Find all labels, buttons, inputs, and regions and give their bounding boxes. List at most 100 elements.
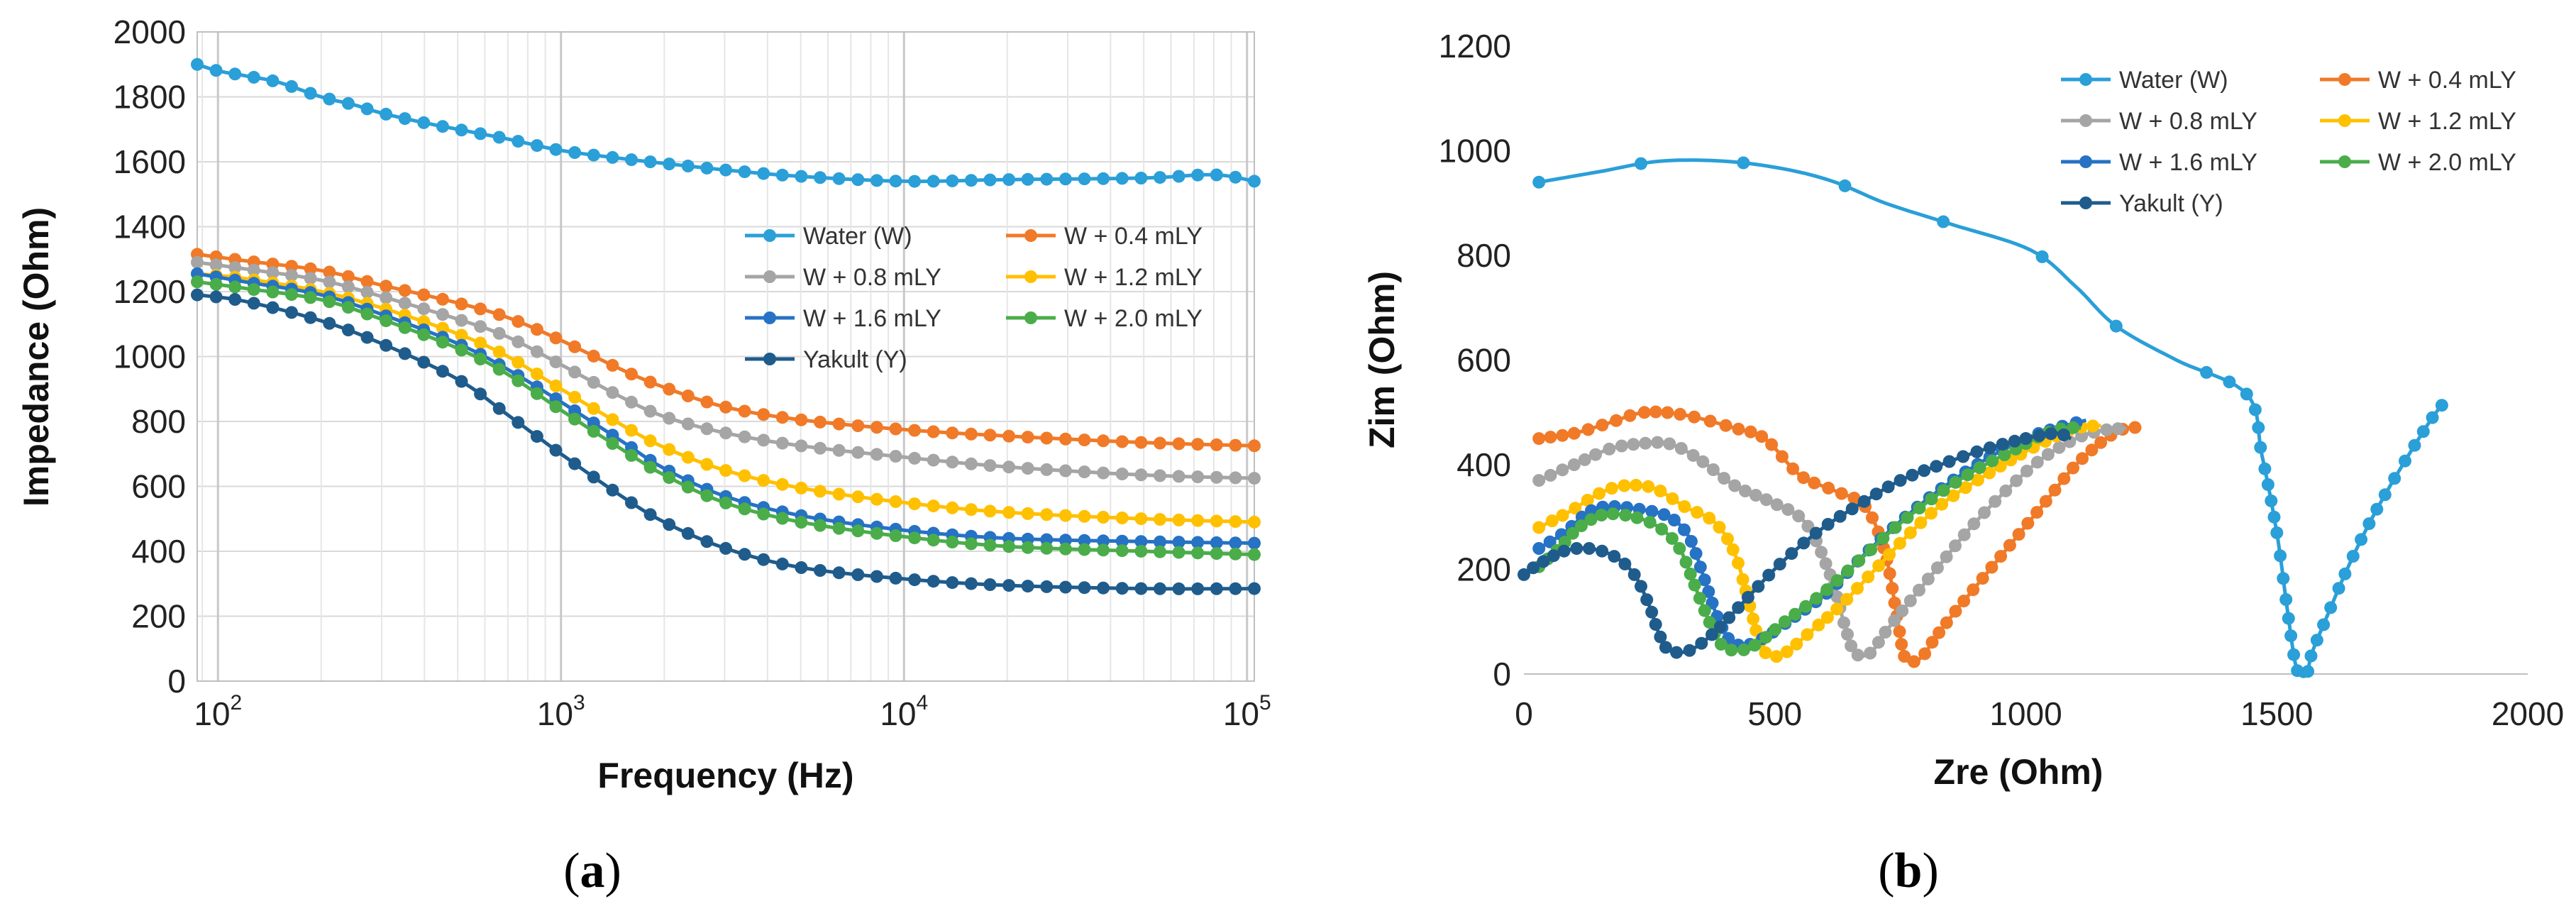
panel-a-point-w-1-2-mly <box>1210 514 1223 528</box>
panel-a-point-w-1-2-mly <box>1002 506 1016 519</box>
panel-a-point-w-1-6-mly <box>1154 535 1166 548</box>
panel-b-point-w-0-8-mly <box>1556 463 1569 477</box>
panel-b-point-water-w <box>2277 572 2290 585</box>
panel-b-legend-marker-w-1-2-mly <box>2338 114 2351 127</box>
panel-a-point-w-1-2-mly <box>927 499 940 513</box>
panel-a-point-w-1-6-mly <box>1134 535 1148 548</box>
panel-a-point-w-1-2-mly <box>530 368 543 381</box>
panel-a-point-yakult-y <box>889 571 902 585</box>
panel-a-point-w-0-4-mly <box>1078 434 1091 447</box>
panel-a-point-w-0-8-mly <box>643 404 657 418</box>
panel-b-point-w-2-0-mly <box>1864 543 1878 556</box>
panel-b-x-axis-title: Zre (Ohm) <box>1934 752 2104 792</box>
panel-a-point-yakult-y <box>304 311 317 324</box>
panel-b-point-w-0-4-mly <box>1883 567 1896 580</box>
panel-a-point-w-2-0-mly <box>530 387 543 400</box>
panel-a-point-w-2-0-mly <box>663 471 676 485</box>
panel-a-point-w-0-8-mly <box>209 258 223 272</box>
panel-a-point-w-0-4-mly <box>1097 434 1110 448</box>
panel-b-point-yakult-y <box>1518 568 1530 581</box>
panel-a-point-w-0-4-mly <box>1058 432 1072 446</box>
panel-a-point-water-w <box>323 92 336 106</box>
panel-b-point-w-0-8-mly <box>1837 616 1850 629</box>
panel-b-point-w-1-6-mly <box>1645 504 1659 518</box>
panel-b-point-yakult-y <box>1996 438 2009 451</box>
panel-a-point-w-0-4-mly <box>492 308 506 321</box>
panel-b-point-yakult-y <box>1970 445 1984 458</box>
panel-b-point-water-w <box>1838 179 1852 192</box>
panel-b-point-yakult-y <box>1918 464 1931 477</box>
panel-b-point-yakult-y <box>1713 620 1727 634</box>
panel-a-point-w-0-4-mly <box>323 265 336 279</box>
panel-b-point-w-2-0-mly <box>1575 519 1588 533</box>
panel-a-point-w-1-6-mly <box>1058 534 1072 547</box>
panel-a-point-w-2-0-mly <box>380 314 393 328</box>
panel-a-point-w-2-0-mly <box>304 291 317 304</box>
panel-a-point-w-0-8-mly <box>870 448 883 461</box>
panel-b-point-w-2-0-mly <box>1698 604 1711 617</box>
panel-b-point-w-0-8-mly <box>1567 458 1581 471</box>
panel-b-point-yakult-y <box>1773 558 1786 571</box>
panel-a-point-water-w <box>1002 173 1016 187</box>
panel-b-point-w-0-4-mly <box>1532 432 1546 446</box>
panel-a-point-w-0-8-mly <box>757 434 770 447</box>
panel-a-point-yakult-y <box>738 548 751 561</box>
panel-b-point-w-0-8-mly <box>2041 448 2055 461</box>
panel-a-point-w-1-2-mly <box>964 503 978 517</box>
panel-a-point-w-0-8-mly <box>1058 464 1072 477</box>
panel-b-legend-marker-yakult-y <box>2079 197 2092 209</box>
panel-a-point-w-0-4-mly <box>625 368 638 381</box>
panel-a-point-w-0-4-mly <box>512 315 525 328</box>
panel-a-point-yakult-y <box>360 331 374 344</box>
panel-a-point-w-1-2-mly <box>587 402 600 415</box>
panel-a-point-w-0-8-mly <box>1210 470 1223 484</box>
panel-a-point-w-1-2-mly <box>757 474 770 487</box>
panel-b-point-w-1-2-mly <box>1830 602 1844 616</box>
panel-b-y-tick-label: 800 <box>1456 237 1511 274</box>
panel-b-point-w-1-2-mly <box>1726 543 1740 556</box>
panel-b-point-w-0-4-mly <box>1918 647 1932 661</box>
panel-b-point-w-2-0-mly <box>1973 461 1986 475</box>
panel-a-point-w-0-8-mly <box>795 439 808 453</box>
panel-b-point-w-0-8-mly <box>2020 464 2033 477</box>
panel-b-point-w-2-0-mly <box>1737 643 1750 656</box>
panel-b-point-yakult-y <box>1583 542 1596 555</box>
panel-a-point-water-w <box>775 168 789 182</box>
panel-b-point-yakult-y <box>1635 580 1647 593</box>
panel-a-point-w-2-0-mly <box>700 489 714 502</box>
panel-b-point-water-w <box>2035 250 2049 263</box>
panel-a-point-w-0-4-mly <box>304 262 317 275</box>
panel-a-point-water-w <box>360 102 374 116</box>
panel-b-point-w-0-4-mly <box>1775 450 1789 463</box>
panel-a-point-yakult-y <box>1191 582 1205 595</box>
panel-a-caption: (a) <box>563 844 621 898</box>
panel-a-point-w-0-8-mly <box>1134 468 1148 482</box>
panel-a-point-yakult-y <box>983 578 997 591</box>
panel-a-point-w-2-0-mly <box>719 496 732 509</box>
panel-a-point-w-1-2-mly <box>606 413 619 426</box>
panel-b-point-w-0-4-mly <box>1847 492 1861 504</box>
panel-a-point-yakult-y <box>398 347 411 360</box>
panel-a-point-water-w <box>681 160 695 172</box>
panel-a-point-w-1-6-mly <box>1078 534 1091 547</box>
panel-a-point-water-w <box>1021 172 1034 186</box>
panel-b-point-w-1-2-mly <box>1872 559 1886 573</box>
panel-a-point-w-0-4-mly <box>341 270 355 283</box>
panel-b-point-w-0-8-mly <box>1978 506 1991 519</box>
panel-b-point-w-2-0-mly <box>1876 531 1890 545</box>
panel-a-point-w-0-4-mly <box>700 395 714 409</box>
panel-a-point-w-1-2-mly <box>436 321 449 335</box>
panel-b-legend-marker-w-0-8-mly <box>2079 114 2092 127</box>
panel-a-legend-marker-water-w <box>763 229 776 242</box>
panel-b-chart: 0 200 400 600 800 1000 1200 0 500 1000 1500 2000 Z… <box>1362 28 2564 898</box>
panel-a-point-w-0-4-mly <box>832 417 846 431</box>
panel-b-point-yakult-y <box>1845 502 1859 516</box>
panel-b-series <box>1518 156 2448 678</box>
panel-b-point-w-1-2-mly <box>1721 532 1734 546</box>
panel-b-point-yakult-y <box>1527 561 1540 575</box>
panel-b-point-yakult-y <box>1608 550 1621 563</box>
panel-a-point-w-0-8-mly <box>1191 470 1205 484</box>
panel-b-point-w-0-4-mly <box>1985 561 1999 574</box>
panel-a-point-w-1-2-mly <box>851 490 865 504</box>
panel-b-point-w-0-8-mly <box>1903 594 1917 607</box>
